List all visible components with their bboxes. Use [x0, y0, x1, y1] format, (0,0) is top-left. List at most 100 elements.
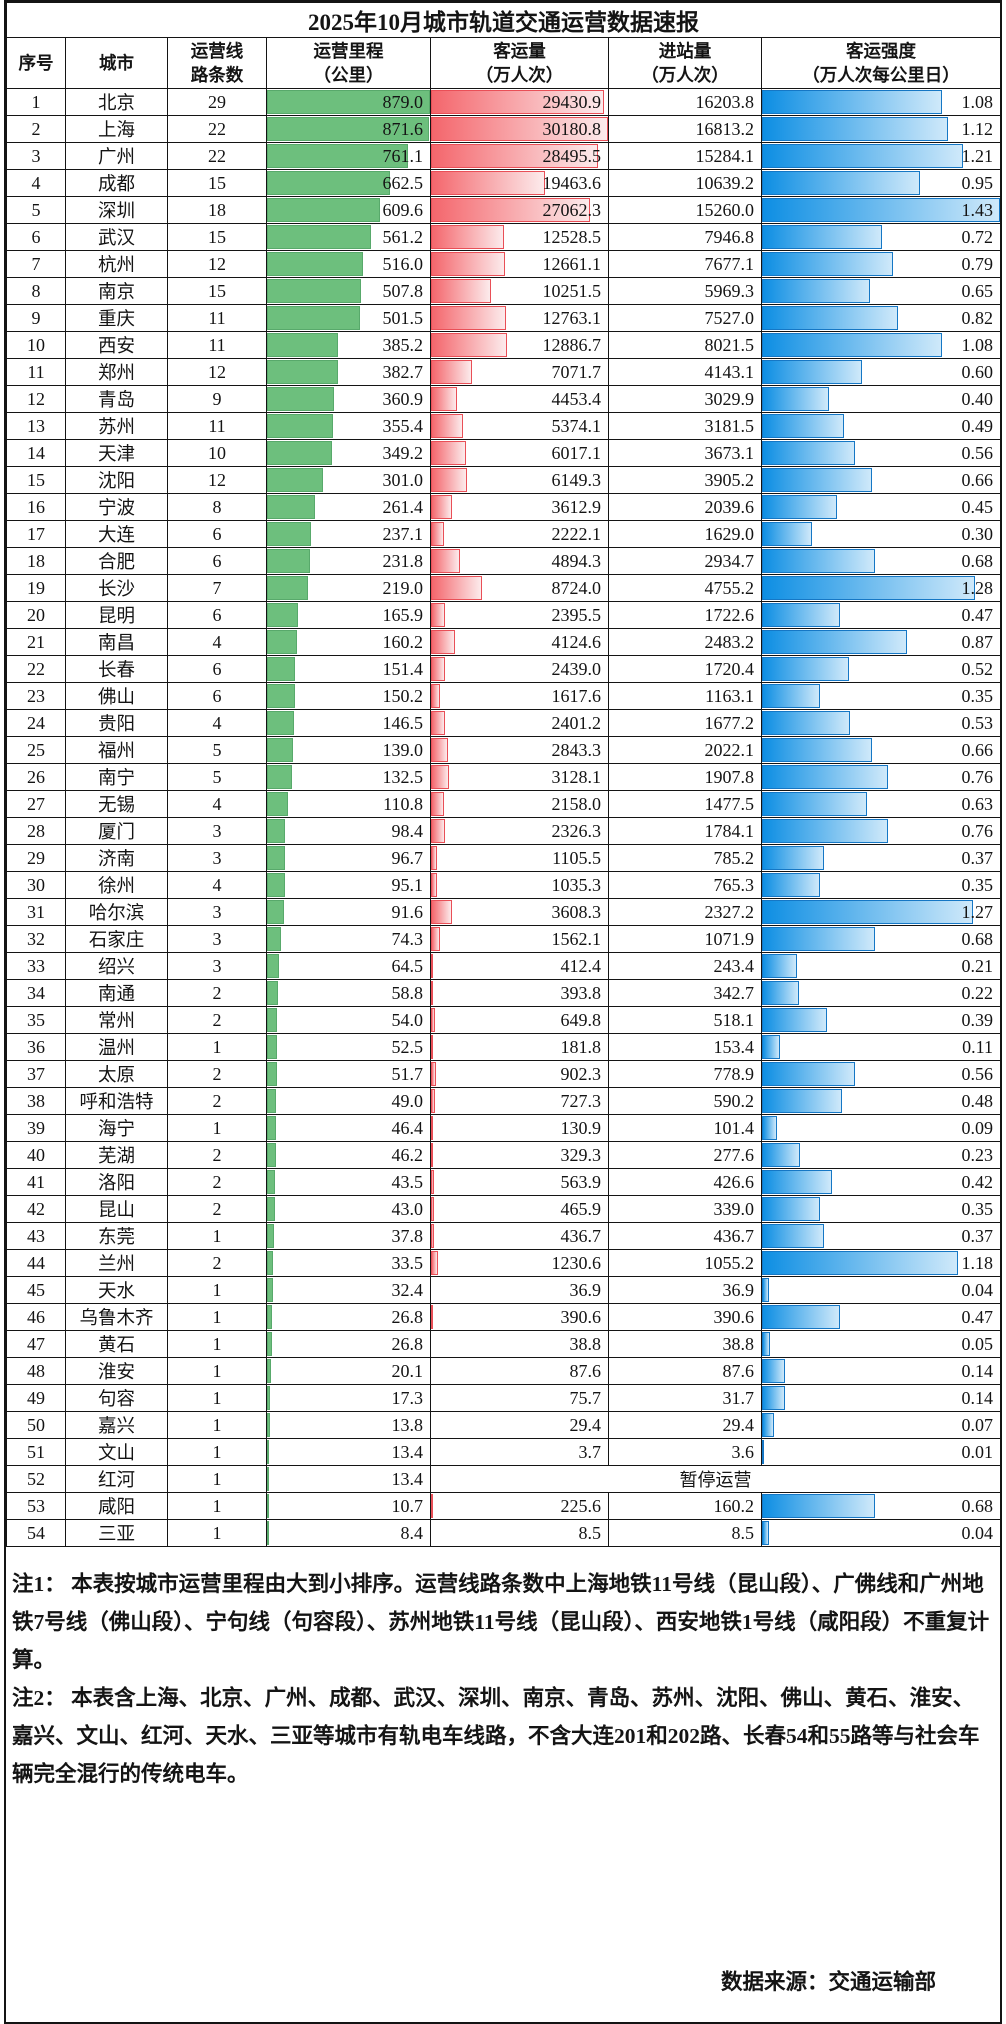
line-count: 2	[167, 1195, 267, 1223]
notes-section: 注1： 本表按城市运营里程由大到小排序。运营线路条数中上海地铁11号线（昆山段）…	[6, 1547, 1000, 2022]
report-title: 2025年10月城市轨道交通运营数据速报	[6, 2, 1001, 38]
value-label: 1.12	[961, 118, 994, 139]
table-row: 20 昆明 6 165.9 2395.5 1722.6 0.47	[6, 601, 1001, 629]
entries-cell: 2483.2	[608, 628, 762, 656]
value-label: 0.45	[961, 496, 994, 517]
value-label: 0.68	[961, 928, 994, 949]
intensity-cell: 0.21	[761, 952, 1001, 980]
city-name: 文山	[65, 1438, 168, 1466]
value-label: 0.14	[961, 1360, 994, 1381]
value-label: 98.4	[391, 820, 424, 841]
passenger-volume-cell: 4453.4	[430, 385, 609, 413]
mileage-bar	[267, 252, 363, 276]
row-index: 49	[6, 1384, 66, 1412]
passenger-volume-cell: 4894.3	[430, 547, 609, 575]
intensity-bar	[762, 1494, 876, 1518]
value-label: 146.5	[382, 712, 424, 733]
table-row: 14 天津 10 349.2 6017.1 3673.1 0.56	[6, 439, 1001, 467]
intensity-bar	[762, 1305, 841, 1329]
row-index: 38	[6, 1087, 66, 1115]
value-label: 10.7	[391, 1495, 424, 1516]
passenger-volume-cell: 2401.2	[430, 709, 609, 737]
passenger-volume-cell: 75.7	[430, 1384, 609, 1412]
row-index: 34	[6, 979, 66, 1007]
value-label: 0.42	[961, 1171, 994, 1192]
value-label: 6017.1	[551, 442, 602, 463]
intensity-cell: 0.23	[761, 1141, 1001, 1169]
city-name: 句容	[65, 1384, 168, 1412]
passenger-volume-cell: 27062.3	[430, 196, 609, 224]
table-row: 36 温州 1 52.5 181.8 153.4 0.11	[6, 1033, 1001, 1061]
intensity-bar	[762, 1197, 821, 1221]
value-label: 355.4	[382, 415, 424, 436]
col-header-volume: 客运量 （万人次）	[430, 37, 609, 89]
intensity-bar	[762, 1521, 769, 1545]
value-label: 12763.1	[542, 307, 602, 328]
value-label: 662.5	[382, 172, 424, 193]
mileage-cell: 132.5	[266, 763, 431, 791]
intensity-bar	[762, 1170, 832, 1194]
entries-cell: 436.7	[608, 1222, 762, 1250]
intensity-bar	[762, 819, 889, 843]
value-label: 7071.7	[551, 361, 602, 382]
city-name: 成都	[65, 169, 168, 197]
entries-cell: 8.5	[608, 1519, 762, 1547]
intensity-bar	[762, 90, 942, 114]
line-count: 11	[167, 304, 267, 332]
intensity-bar	[762, 441, 856, 465]
city-name: 常州	[65, 1006, 168, 1034]
row-index: 26	[6, 763, 66, 791]
passenger-bar	[431, 873, 438, 897]
passenger-volume-cell: 1105.5	[430, 844, 609, 872]
intensity-bar	[762, 549, 876, 573]
value-label: 8724.0	[551, 577, 602, 598]
entries-cell: 8021.5	[608, 331, 762, 359]
table-row: 18 合肥 6 231.8 4894.3 2934.7 0.68	[6, 547, 1001, 575]
row-index: 32	[6, 925, 66, 953]
value-label: 1.43	[961, 199, 994, 220]
intensity-cell: 0.76	[761, 763, 1001, 791]
passenger-bar	[431, 981, 434, 1005]
line-count: 2	[167, 1087, 267, 1115]
value-label: 0.47	[961, 604, 994, 625]
line-count: 1	[167, 1033, 267, 1061]
intensity-cell: 0.47	[761, 1303, 1001, 1331]
mileage-bar	[267, 846, 285, 870]
value-label: 2439.0	[551, 658, 602, 679]
mileage-bar	[267, 1224, 274, 1248]
passenger-bar	[431, 144, 599, 168]
mileage-cell: 43.0	[266, 1195, 431, 1223]
entries-cell: 1722.6	[608, 601, 762, 629]
mileage-cell: 26.8	[266, 1330, 431, 1358]
mileage-bar	[267, 684, 295, 708]
table-row: 53 咸阳 1 10.7 225.6 160.2 0.68	[6, 1492, 1001, 1520]
passenger-bar	[431, 306, 506, 330]
passenger-bar	[431, 117, 608, 141]
mileage-cell: 516.0	[266, 250, 431, 278]
row-index: 37	[6, 1060, 66, 1088]
line-count: 5	[167, 736, 267, 764]
value-label: 0.52	[961, 658, 994, 679]
intensity-cell: 1.12	[761, 115, 1001, 143]
table-row: 45 天水 1 32.4 36.9 36.9 0.04	[6, 1276, 1001, 1304]
passenger-bar	[431, 657, 446, 681]
row-index: 52	[6, 1465, 66, 1493]
table-row: 1 北京 29 879.0 29430.9 16203.8 1.08	[6, 88, 1001, 116]
passenger-volume-cell: 1562.1	[430, 925, 609, 953]
row-index: 33	[6, 952, 66, 980]
mileage-bar	[267, 1440, 270, 1464]
line-count: 4	[167, 871, 267, 899]
value-label: 0.56	[961, 442, 994, 463]
mileage-bar	[267, 441, 332, 465]
entries-cell: 1784.1	[608, 817, 762, 845]
intensity-cell: 1.21	[761, 142, 1001, 170]
mileage-cell: 95.1	[266, 871, 431, 899]
entries-cell: 1677.2	[608, 709, 762, 737]
value-label: 17.3	[391, 1387, 424, 1408]
intensity-bar	[762, 306, 899, 330]
passenger-bar	[431, 792, 444, 816]
entries-cell: 1055.2	[608, 1249, 762, 1277]
value-label: 5374.1	[551, 415, 602, 436]
passenger-volume-cell: 130.9	[430, 1114, 609, 1142]
value-label: 51.7	[391, 1063, 424, 1084]
